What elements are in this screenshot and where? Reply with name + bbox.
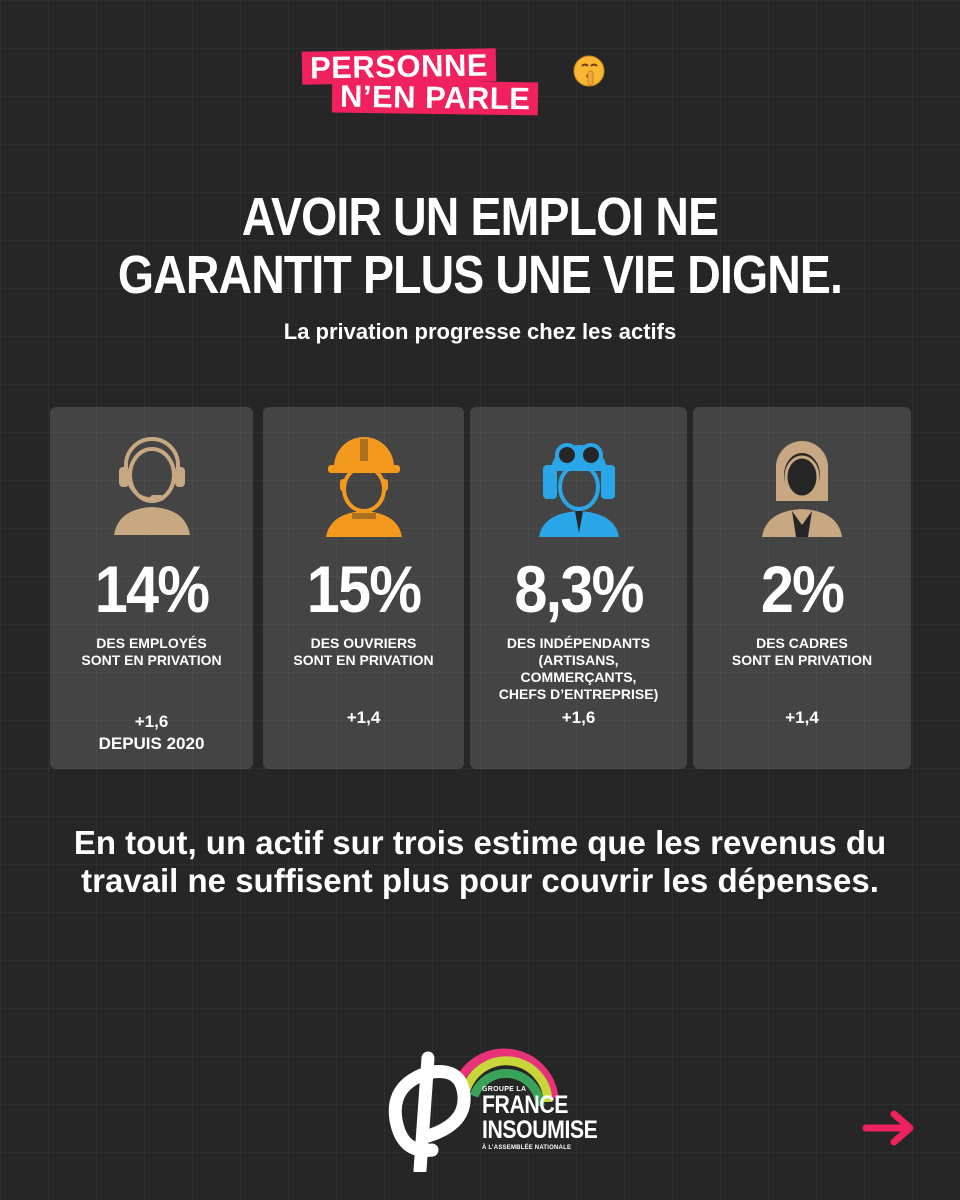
badge-line-2: N’EN PARLE [331,79,539,116]
stat-card-cadres: 2% DES CADRES SONT EN PRIVATION +1,4 [693,407,911,769]
phi-logo-icon [388,1048,559,1177]
conclusion-text: En tout, un actif sur trois estime que l… [73,824,887,899]
france-insoumise-logo: GROUPE LA FRANCE INSOUMISE À L’ASSEMBLÉE… [370,1032,600,1177]
stat-percent: 14% [94,552,210,626]
stat-description: DES CADRES SONT EN PRIVATION [731,635,873,668]
businesswoman-icon [762,441,842,537]
personne-nen-parle-badge: PERSONNE N’EN PARLE [301,47,622,120]
stat-description: DES OUVRIERS SONT EN PRIVATION [293,635,434,668]
stat-percent: 15% [306,552,422,626]
stats-cards: 14% DES EMPLOYÉS SONT EN PRIVATION +1,6 … [50,407,912,769]
stat-delta: +1,4 [346,708,381,727]
stat-card-employes: 14% DES EMPLOYÉS SONT EN PRIVATION +1,6 … [50,407,253,769]
headline-line-2: GARANTIT PLUS UNE VIE DIGNE. [117,245,843,305]
stat-delta: +1,6 [561,708,596,727]
stat-card-independants: 8,3% DES INDÉPENDANTS (ARTISANS, COMMERÇ… [470,407,687,769]
shushing-face-icon [573,55,605,87]
stat-card-ouvriers: 15% DES OUVRIERS SONT EN PRIVATION +1,4 [263,407,464,769]
stat-description: DES EMPLOYÉS SONT EN PRIVATION [81,635,222,668]
stat-delta: +1,4 [785,708,819,727]
logo-line-1: FRANCE [482,1091,568,1119]
logo-small-top: GROUPE LA [482,1086,527,1093]
subtitle: La privation progresse chez les actifs [283,319,677,344]
logo-small-bottom: À L’ASSEMBLÉE NATIONALE [482,1145,572,1151]
aviator-icon [538,443,619,537]
stat-percent: 2% [760,552,845,626]
headline: AVOIR UN EMPLOI NE GARANTIT PLUS UNE VIE… [67,188,893,304]
construction-worker-icon [325,437,402,537]
stat-description: DES INDÉPENDANTS (ARTISANS, COMMERÇANTS,… [498,635,659,702]
call-center-worker-icon [113,437,190,535]
arrow-right-icon[interactable] [862,1108,920,1148]
logo-line-2: INSOUMISE [482,1116,598,1144]
stat-percent: 8,3% [514,552,644,626]
stat-delta: +1,6 DEPUIS 2020 [98,712,205,753]
headline-line-1: AVOIR UN EMPLOI NE [241,187,719,247]
